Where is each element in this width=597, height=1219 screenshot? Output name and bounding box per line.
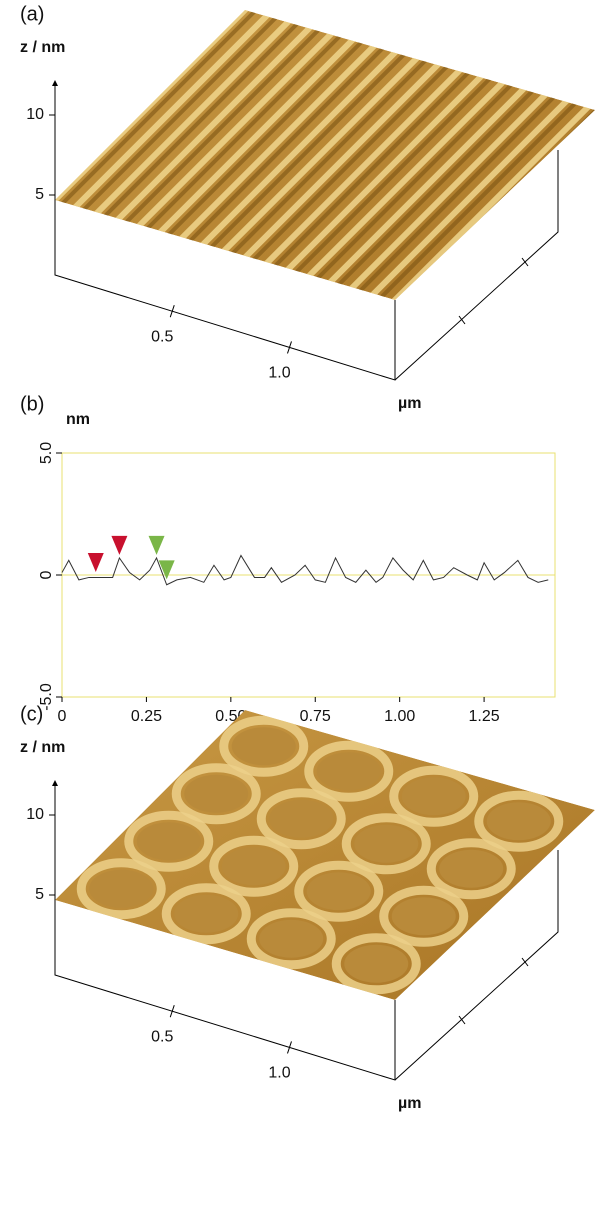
x-tick-label: 0 <box>58 708 67 725</box>
x-tick-label: 1.25 <box>469 708 500 725</box>
dimple <box>402 777 466 815</box>
x-axis-label: µm <box>398 395 421 412</box>
z-tick-label: 5 <box>35 186 44 203</box>
dimple <box>184 775 248 813</box>
y-tick-label: 0 <box>38 570 55 579</box>
dimple <box>137 822 201 860</box>
dimple <box>89 870 153 908</box>
dimple <box>269 800 333 838</box>
cursor-marker <box>149 536 165 555</box>
dimple <box>487 802 551 840</box>
panel-label: (c) <box>20 703 43 725</box>
x-tick-label: 1.0 <box>268 1065 290 1082</box>
z-tick-label: 10 <box>26 106 44 123</box>
y-tick-label: 5.0 <box>38 442 55 464</box>
x-tick-label: 0.75 <box>300 708 331 725</box>
y-axis-label: nm <box>66 411 90 428</box>
cursor-marker <box>111 536 127 555</box>
depth-tick <box>522 958 528 966</box>
x-tick-label: 1.0 <box>268 365 290 382</box>
dimple <box>344 945 408 983</box>
x-axis-label: µm <box>398 1095 421 1112</box>
surface-panel: (a) z / nm 5 10 0.5 1.0 µm <box>20 1 597 413</box>
dimple <box>174 895 238 933</box>
dimple <box>392 897 456 935</box>
x-tick-label: 0.5 <box>151 328 173 345</box>
dimple <box>259 920 323 958</box>
x-tick-label: 0.25 <box>131 708 162 725</box>
dimple <box>439 850 503 888</box>
x-tick-label: 1.00 <box>384 708 415 725</box>
profile-line <box>62 555 548 584</box>
dimple <box>317 752 381 790</box>
surface-panel: (c) z / nm 5 10 0.5 1.0 µm <box>20 703 595 1112</box>
cursor-marker <box>88 553 104 572</box>
dimple <box>354 825 418 863</box>
dimple <box>307 872 371 910</box>
surface <box>55 710 595 1000</box>
dimple <box>232 727 296 765</box>
z-axis-label: z / nm <box>20 739 65 756</box>
panel-label: (b) <box>20 393 44 415</box>
x-tick-label: 0.5 <box>151 1028 173 1045</box>
surface <box>46 1 597 313</box>
dimple <box>222 847 286 885</box>
z-tick-label: 10 <box>26 806 44 823</box>
z-tick-label: 5 <box>35 886 44 903</box>
figure: (a)z / nm5100.51.0µm(b)nm5.00-5.000.250.… <box>0 0 597 1214</box>
depth-tick <box>522 258 528 266</box>
z-axis-label: z / nm <box>20 39 65 56</box>
panel-label: (a) <box>20 3 44 25</box>
